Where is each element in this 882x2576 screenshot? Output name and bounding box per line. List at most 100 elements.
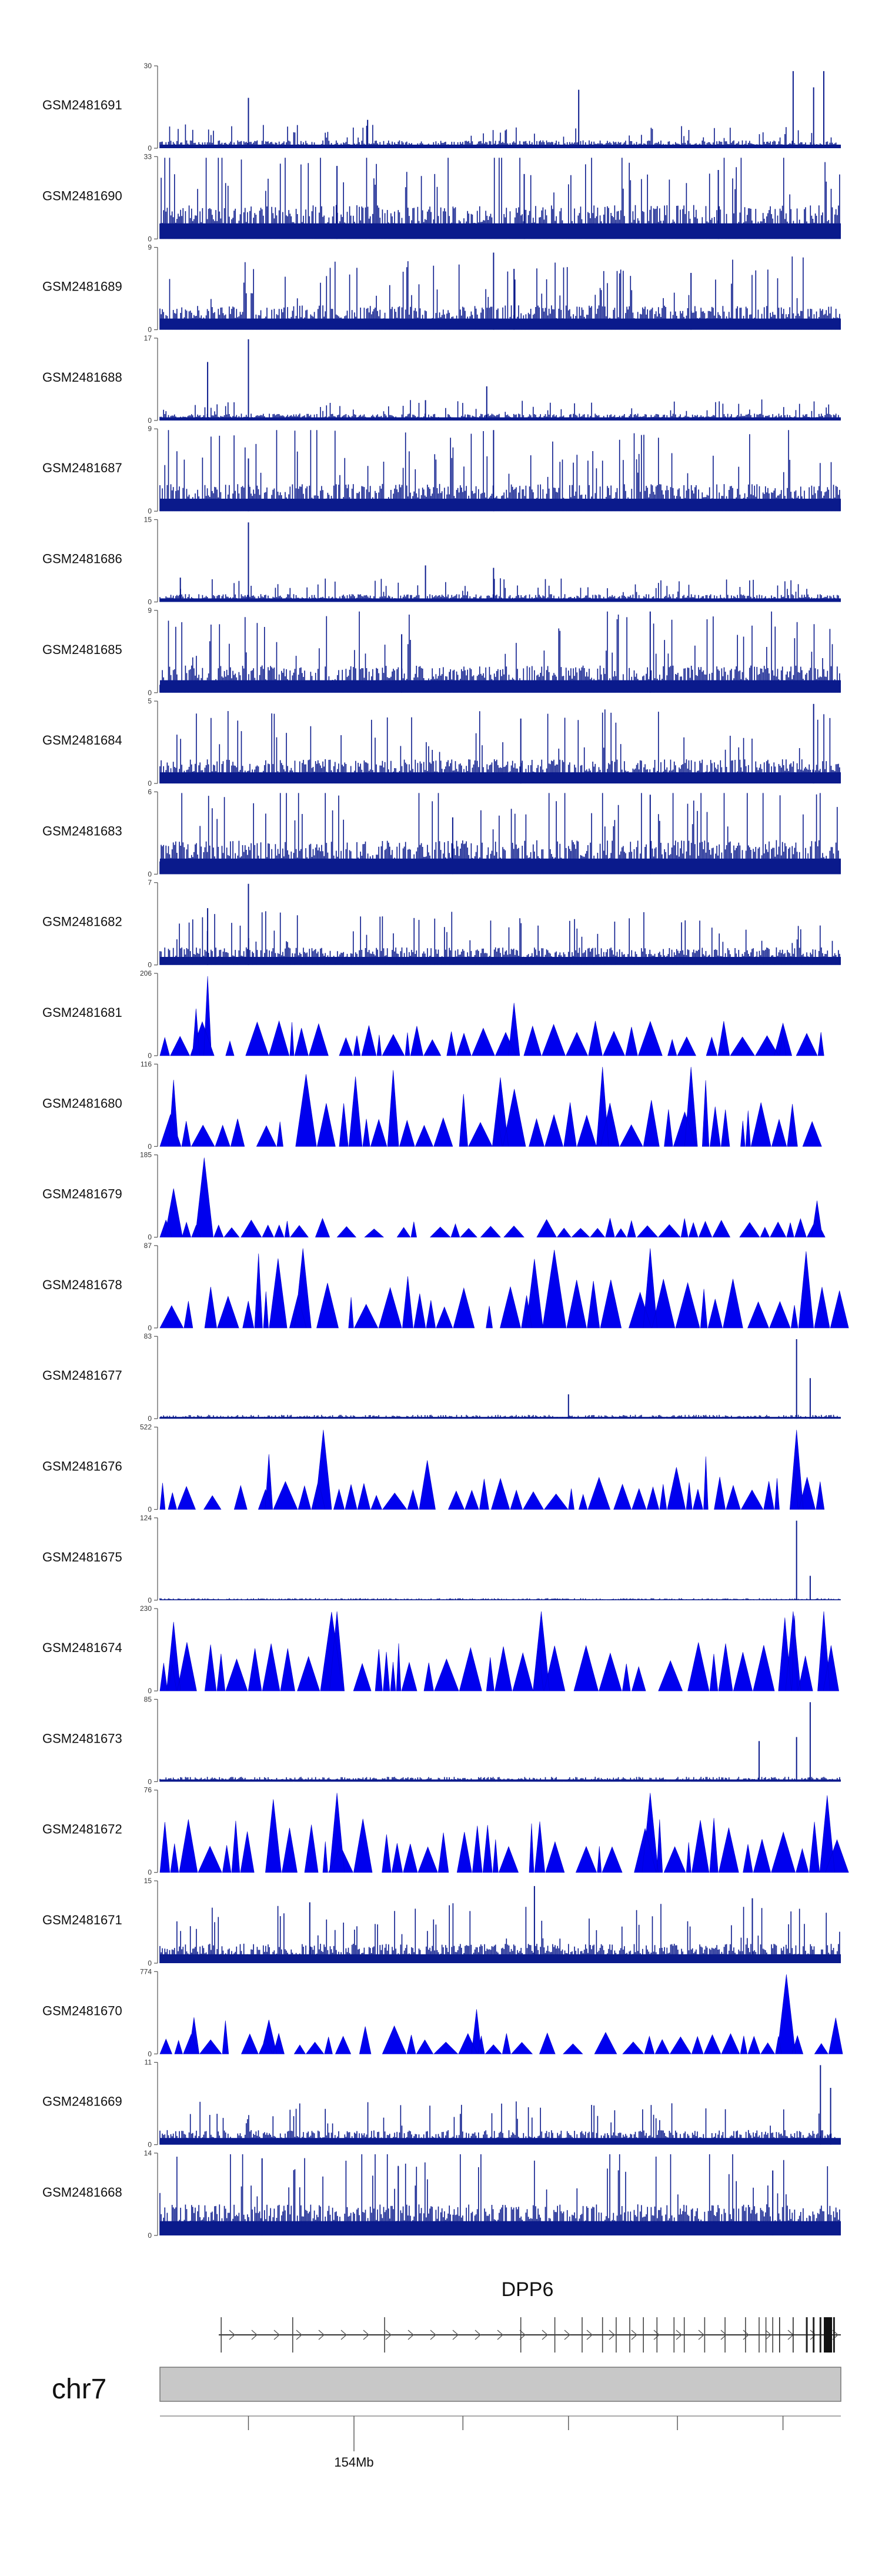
track-GSM2481688: GSM2481688 17 0 <box>42 334 841 425</box>
track-GSM2481677: GSM2481677 83 0 <box>42 1332 841 1423</box>
signal-area <box>159 1157 826 1237</box>
y-min-label: 0 <box>148 2231 152 2240</box>
strand-arrow <box>631 2330 637 2340</box>
track-label: GSM2481683 <box>42 823 122 838</box>
signal-base <box>160 144 841 148</box>
y-min-label: 0 <box>148 1777 152 1786</box>
y-min-label: 0 <box>148 1687 152 1695</box>
gene-exons <box>220 2317 835 2353</box>
track-GSM2481691: GSM2481691 30 0 <box>42 62 841 152</box>
signal-peaks <box>520 703 814 784</box>
signal-peaks <box>796 1520 811 1600</box>
track-GSM2481690: GSM2481690 33 0 <box>42 152 841 243</box>
y-min-label: 0 <box>148 1506 152 1514</box>
gene-strand-arrows <box>229 2330 838 2340</box>
strand-arrow <box>653 2330 660 2340</box>
gene-exon <box>824 2317 833 2353</box>
track-label: GSM2481688 <box>42 370 122 385</box>
y-min-label: 0 <box>148 689 152 697</box>
track-GSM2481673: GSM2481673 85 0 <box>42 1695 841 1786</box>
strand-arrow <box>765 2330 771 2340</box>
track-GSM2481685: GSM2481685 9 0 <box>42 606 841 697</box>
signal-peaks <box>248 71 824 148</box>
y-min-label: 0 <box>148 779 152 788</box>
track-label: GSM2481686 <box>42 552 122 566</box>
signal-base <box>160 680 841 693</box>
position-tick-label: 154Mb <box>334 2455 373 2470</box>
strand-arrow <box>542 2330 548 2340</box>
y-max-label: 33 <box>144 152 152 161</box>
y-min-label: 0 <box>148 598 152 606</box>
track-label: GSM2481689 <box>42 279 122 294</box>
signal-base <box>160 772 841 784</box>
strand-arrow <box>407 2330 414 2340</box>
y-min-label: 0 <box>148 870 152 878</box>
signal-area <box>159 976 824 1056</box>
track-label: GSM2481669 <box>42 2094 122 2109</box>
signal-area <box>159 1430 825 1510</box>
signal-base <box>160 1779 841 1782</box>
track-GSM2481687: GSM2481687 9 0 <box>42 425 841 515</box>
y-min-label: 0 <box>148 1233 152 1242</box>
y-max-label: 185 <box>140 1151 152 1159</box>
signal-base <box>160 223 841 239</box>
y-min-label: 0 <box>148 1142 152 1150</box>
y-min-label: 0 <box>148 507 152 515</box>
track-label: GSM2481687 <box>42 461 122 475</box>
y-max-label: 5 <box>148 697 152 705</box>
chromosome-ideogram <box>159 2367 841 2402</box>
track-GSM2481680: GSM2481680 116 0 <box>42 1060 822 1150</box>
track-label: GSM2481676 <box>42 1459 122 1474</box>
signal-bars <box>159 1903 840 1963</box>
signal-peaks <box>401 611 651 693</box>
track-label: GSM2481673 <box>42 1731 122 1746</box>
strand-arrow <box>318 2330 325 2340</box>
strand-arrow <box>430 2330 436 2340</box>
strand-arrow <box>720 2330 727 2340</box>
y-min-label: 0 <box>148 235 152 243</box>
signal-peaks <box>248 430 495 512</box>
strand-arrow <box>497 2330 503 2340</box>
signal-peaks <box>179 522 495 602</box>
chromosome-label: chr7 <box>52 2374 106 2405</box>
signal-base <box>160 957 841 965</box>
y-min-label: 0 <box>148 416 152 425</box>
signal-base <box>160 598 841 602</box>
track-GSM2481683: GSM2481683 6 0 <box>42 788 841 878</box>
strand-arrow <box>698 2330 704 2340</box>
strand-arrow <box>273 2330 280 2340</box>
strand-arrow <box>810 2330 816 2340</box>
strand-arrow <box>519 2330 526 2340</box>
y-max-label: 11 <box>145 2058 152 2067</box>
track-label: GSM2481677 <box>42 1368 122 1383</box>
track-label: GSM2481684 <box>42 733 122 748</box>
track-GSM2481676: GSM2481676 522 0 <box>42 1423 825 1514</box>
strand-arrow <box>251 2330 258 2340</box>
y-max-label: 9 <box>148 243 152 252</box>
signal-base <box>160 2138 841 2145</box>
y-min-label: 0 <box>148 961 152 969</box>
y-max-label: 230 <box>140 1604 152 1613</box>
y-min-label: 0 <box>148 144 152 152</box>
strand-arrow <box>452 2330 459 2340</box>
track-GSM2481686: GSM2481686 15 0 <box>42 516 841 606</box>
track-GSM2481674: GSM2481674 230 0 <box>42 1604 839 1695</box>
position-axis <box>160 2415 841 2451</box>
y-max-label: 15 <box>144 516 152 524</box>
strand-arrow <box>564 2330 570 2340</box>
y-max-label: 83 <box>144 1332 152 1340</box>
y-max-label: 76 <box>144 1786 152 1794</box>
signal-peaks <box>207 883 249 965</box>
signal-peaks <box>207 339 487 421</box>
track-GSM2481670: GSM2481670 774 0 <box>42 1967 843 2058</box>
signal-bars <box>159 399 840 421</box>
y-max-label: 30 <box>144 62 152 70</box>
y-min-label: 0 <box>148 326 152 334</box>
signal-base <box>160 1599 841 1600</box>
strand-arrow <box>475 2330 481 2340</box>
track-GSM2481681: GSM2481681 206 0 <box>42 969 824 1060</box>
signal-peaks <box>261 2158 774 2235</box>
track-label: GSM2481685 <box>42 642 122 657</box>
y-max-label: 124 <box>140 1514 152 1522</box>
